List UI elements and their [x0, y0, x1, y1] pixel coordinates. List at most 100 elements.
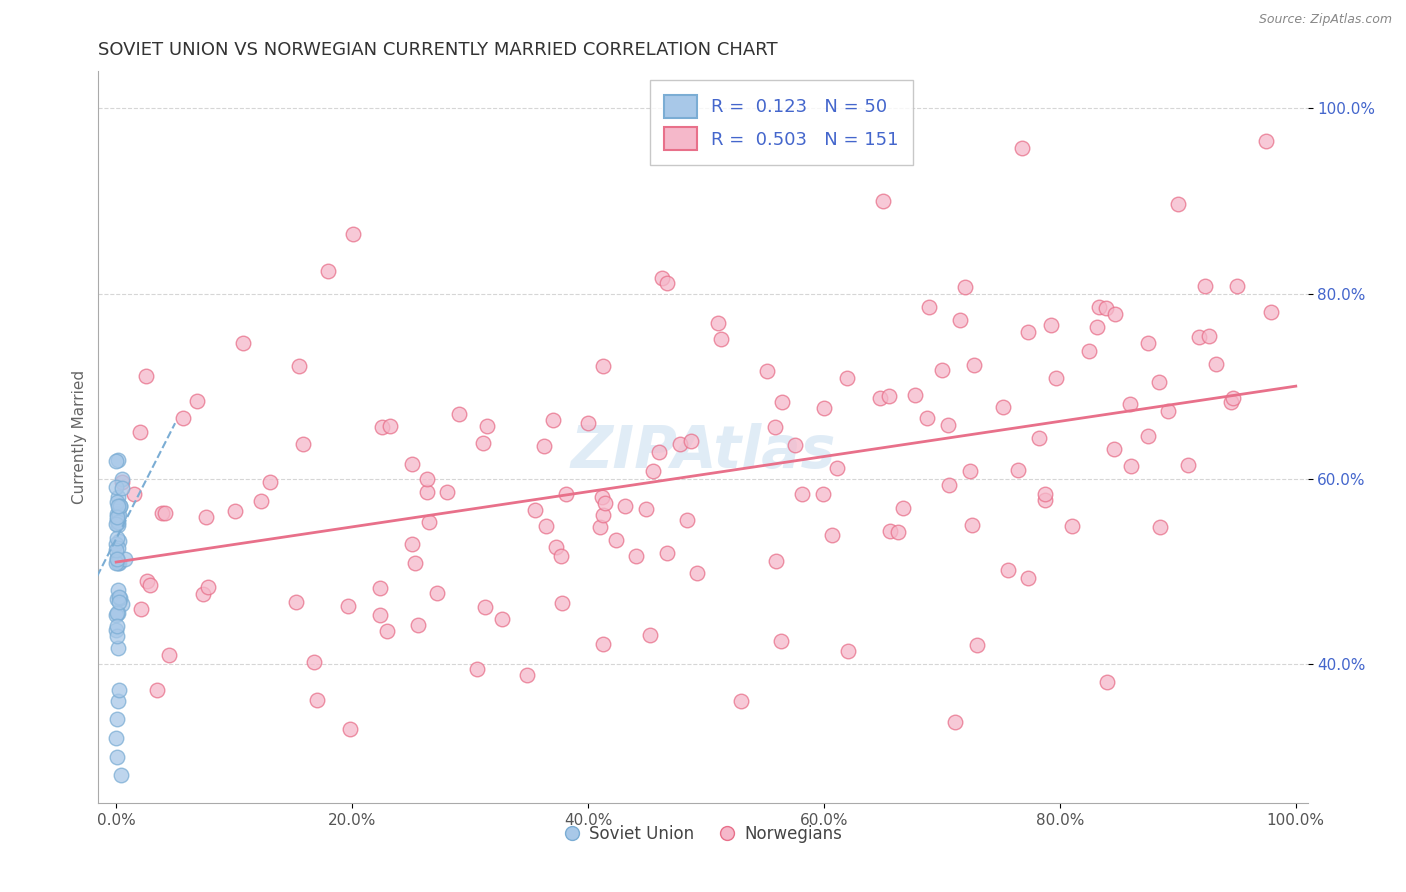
Point	[997, 563, 1019, 577]
Point	[1045, 371, 1067, 385]
Point	[302, 656, 325, 670]
Legend: Soviet Union, Norwegians: Soviet Union, Norwegians	[557, 818, 849, 849]
Point	[129, 601, 152, 615]
Point	[1222, 391, 1244, 405]
Point	[763, 420, 786, 434]
Point	[657, 276, 679, 290]
Point	[1007, 463, 1029, 477]
Point	[107, 556, 129, 570]
Point	[305, 693, 328, 707]
Point	[108, 508, 131, 522]
Point	[593, 495, 616, 509]
Point	[105, 552, 128, 566]
Y-axis label: Currently Married: Currently Married	[72, 370, 87, 504]
Point	[1256, 134, 1278, 148]
Point	[534, 518, 557, 533]
Point	[110, 768, 132, 782]
Point	[426, 585, 449, 599]
Point	[108, 595, 131, 609]
Point	[415, 485, 437, 500]
Point	[191, 587, 214, 601]
Point	[105, 531, 128, 545]
Point	[1167, 196, 1189, 211]
Point	[891, 501, 914, 516]
Point	[108, 500, 131, 514]
Point	[105, 551, 128, 566]
Point	[638, 628, 661, 642]
Point	[107, 541, 129, 556]
Point	[401, 537, 423, 551]
Text: Source: ZipAtlas.com: Source: ZipAtlas.com	[1258, 13, 1392, 27]
Point	[1119, 458, 1142, 473]
Point	[657, 546, 679, 560]
Point	[250, 494, 273, 508]
Point	[936, 417, 959, 432]
Point	[821, 527, 844, 541]
Point	[624, 549, 647, 563]
Point	[157, 648, 180, 662]
Text: ZIPAtlas: ZIPAtlas	[571, 423, 835, 480]
Point	[111, 481, 134, 495]
Point	[128, 425, 150, 439]
Point	[105, 623, 128, 637]
Point	[915, 411, 938, 425]
Point	[1033, 493, 1056, 508]
Point	[1088, 300, 1111, 314]
Point	[436, 485, 458, 500]
Point	[105, 629, 128, 643]
Point	[1177, 458, 1199, 472]
Point	[136, 574, 159, 588]
Point	[1187, 330, 1209, 344]
Point	[686, 566, 709, 580]
Point	[931, 363, 953, 377]
Point	[1260, 305, 1282, 319]
Point	[284, 595, 307, 609]
Point	[107, 490, 129, 504]
Point	[342, 227, 364, 242]
Point	[232, 335, 254, 350]
Point	[108, 500, 131, 514]
Point	[474, 600, 496, 615]
Point	[960, 518, 983, 533]
Point	[1104, 307, 1126, 321]
Point	[953, 279, 976, 293]
Point	[107, 517, 129, 532]
Point	[471, 436, 494, 450]
Point	[589, 520, 612, 534]
Point	[651, 271, 673, 285]
Point	[105, 509, 128, 524]
Point	[770, 633, 793, 648]
Point	[790, 487, 813, 501]
Point	[765, 554, 787, 568]
Point	[962, 358, 984, 372]
Point	[591, 491, 613, 505]
Point	[966, 639, 988, 653]
Point	[1040, 318, 1063, 333]
Point	[1017, 571, 1039, 585]
Point	[107, 694, 129, 708]
Point	[105, 606, 128, 620]
Point	[153, 506, 176, 520]
Point	[524, 503, 547, 517]
Point	[1095, 675, 1118, 690]
Point	[813, 401, 835, 415]
Point	[1102, 442, 1125, 457]
Point	[938, 478, 960, 492]
Point	[1017, 325, 1039, 339]
Point	[107, 515, 129, 529]
Point	[1226, 278, 1249, 293]
Point	[105, 619, 128, 633]
Point	[197, 580, 219, 594]
Point	[1085, 320, 1108, 334]
Point	[551, 596, 574, 610]
Point	[465, 662, 488, 676]
Point	[959, 464, 981, 478]
Point	[138, 578, 160, 592]
Point	[904, 388, 927, 402]
Point	[648, 444, 671, 458]
Point	[592, 637, 614, 651]
Point	[837, 643, 859, 657]
Point	[825, 461, 848, 475]
Point	[105, 453, 128, 467]
Point	[1149, 520, 1171, 534]
